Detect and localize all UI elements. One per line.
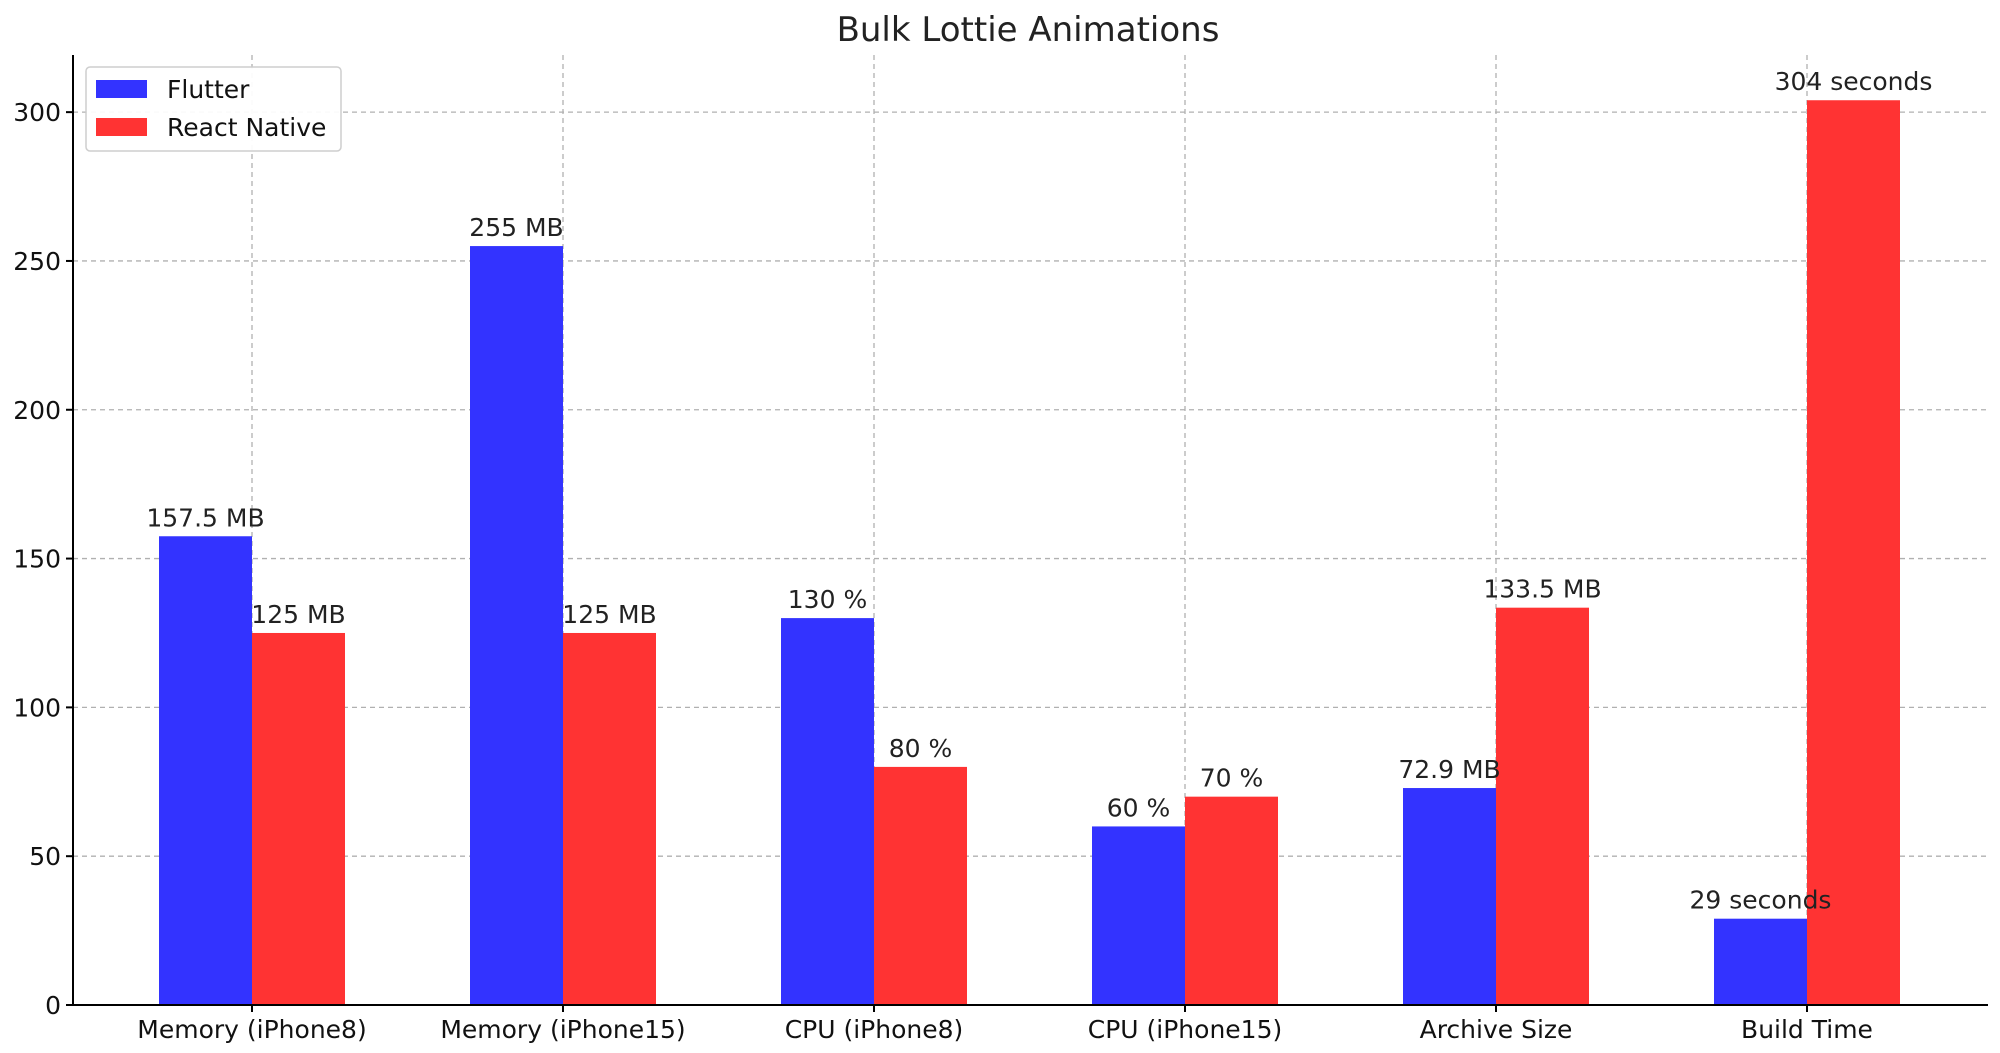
bar-react-native — [874, 766, 967, 1005]
legend-label: Flutter — [167, 75, 250, 104]
data-label: 29 seconds — [1690, 886, 1832, 915]
bar-flutter — [781, 618, 874, 1005]
legend-box — [85, 66, 342, 152]
x-tick-label: CPU (iPhone8) — [785, 1015, 964, 1044]
x-tick-label: Archive Size — [1420, 1015, 1573, 1044]
data-labels: 157.5 MB 255 MB 130 % 60 % 72.9 MB 29 seconds… — [146, 67, 1932, 914]
legend: Flutter React Native — [85, 66, 342, 152]
y-tick-label: 200 — [13, 396, 61, 425]
y-tick-label: 250 — [13, 247, 61, 276]
data-label: 125 MB — [251, 600, 345, 629]
data-label: 304 seconds — [1775, 67, 1933, 96]
y-tick-label: 300 — [13, 98, 61, 127]
data-label: 70 % — [1200, 764, 1264, 793]
data-label: 130 % — [788, 585, 867, 614]
y-tick-label: 50 — [29, 842, 61, 871]
legend-label: React Native — [167, 113, 326, 142]
bar-react-native — [1496, 607, 1589, 1005]
y-tick-label: 100 — [13, 693, 61, 722]
x-tick-label: Build Time — [1741, 1015, 1873, 1044]
data-label: 80 % — [889, 734, 953, 763]
legend-swatch — [96, 118, 147, 136]
bar-react-native — [1807, 100, 1900, 1005]
axes: 0 50 100 150 200 250 300 Memory (iPhone8) Memory… — [13, 55, 1988, 1044]
bar-flutter — [1092, 826, 1185, 1005]
bar-flutter — [159, 536, 252, 1005]
x-tick-label: Memory (iPhone8) — [137, 1015, 366, 1044]
x-tick-label: Memory (iPhone15) — [440, 1015, 685, 1044]
bar-react-native — [252, 632, 345, 1005]
x-tick-label: CPU (iPhone15) — [1088, 1015, 1282, 1044]
bar-flutter — [1714, 918, 1807, 1005]
data-label: 72.9 MB — [1398, 755, 1500, 784]
bar-flutter — [470, 246, 563, 1006]
data-label: 157.5 MB — [146, 503, 264, 532]
bar-react-native — [563, 632, 656, 1005]
y-tick-label: 0 — [45, 991, 61, 1020]
bars — [159, 100, 1900, 1006]
data-label: 255 MB — [469, 213, 563, 242]
legend-swatch — [96, 80, 147, 98]
chart-title: Bulk Lottie Animations — [837, 10, 1220, 50]
data-label: 60 % — [1107, 793, 1171, 822]
data-label: 125 MB — [562, 600, 656, 629]
data-label: 133.5 MB — [1483, 575, 1601, 604]
y-tick-label: 150 — [13, 545, 61, 574]
grid — [73, 55, 1988, 1006]
bar-react-native — [1185, 796, 1278, 1005]
bar-flutter — [1403, 788, 1496, 1005]
